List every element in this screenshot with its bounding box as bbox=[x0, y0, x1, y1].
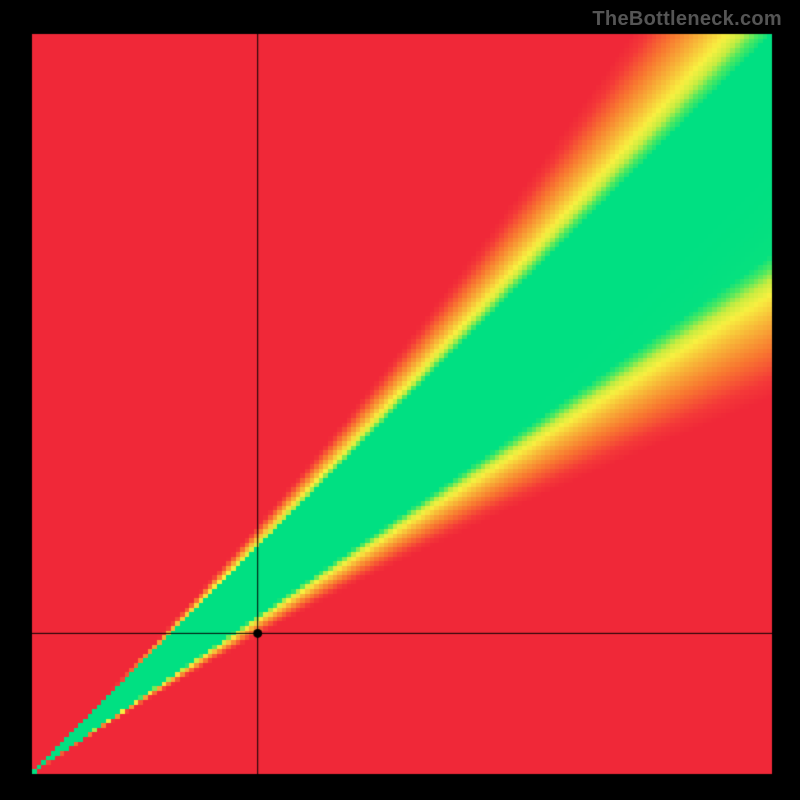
watermark-text: TheBottleneck.com bbox=[592, 8, 782, 31]
heatmap-canvas bbox=[0, 0, 800, 800]
chart-container: TheBottleneck.com bbox=[0, 0, 800, 800]
